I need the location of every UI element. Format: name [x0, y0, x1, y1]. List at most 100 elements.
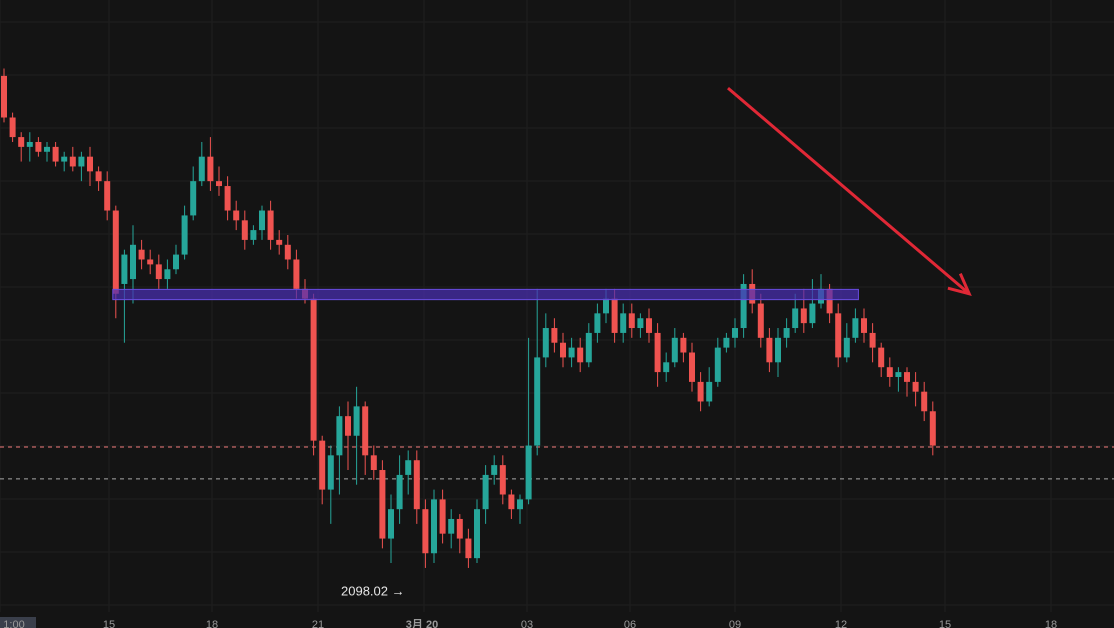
candle-47 — [405, 450, 412, 495]
candle-91 — [783, 318, 790, 348]
candle-72 — [620, 303, 627, 343]
candle-body-11 — [95, 171, 102, 182]
candle-body-44 — [379, 470, 386, 539]
candle-40 — [345, 401, 351, 471]
candle-19 — [164, 259, 171, 289]
candle-6 — [52, 141, 59, 167]
candle-8 — [69, 146, 76, 172]
candle-body-83 — [714, 347, 721, 382]
candle-body-90 — [775, 337, 781, 363]
candle-57 — [491, 455, 498, 485]
candle-body-37 — [319, 440, 326, 490]
candle-36 — [310, 293, 317, 456]
candle-body-18 — [155, 264, 162, 280]
candle-51 — [439, 489, 446, 544]
candle-body-16 — [138, 249, 145, 260]
candle-body-63 — [542, 328, 549, 358]
candle-body-0 — [1, 75, 7, 118]
trend-arrow-head — [947, 273, 972, 296]
candle-body-33 — [284, 244, 291, 260]
candle-24 — [207, 137, 214, 191]
candle-84 — [723, 332, 730, 353]
candle-body-74 — [637, 318, 644, 329]
x-tick-label-8: 12 — [835, 619, 847, 628]
candle-body-85 — [732, 328, 738, 338]
candle-body-48 — [413, 460, 420, 510]
candle-49 — [422, 499, 429, 568]
candle-56 — [482, 465, 489, 524]
candle-105 — [904, 367, 910, 397]
candle-9 — [78, 151, 85, 182]
candle-13 — [112, 205, 119, 319]
candle-body-82 — [706, 381, 713, 402]
candle-body-105 — [904, 372, 910, 382]
candle-body-101 — [869, 332, 876, 348]
candle-17 — [147, 249, 154, 275]
candle-body-78 — [671, 337, 678, 363]
x-tick-label-6: 06 — [624, 619, 636, 628]
candle-body-47 — [405, 460, 412, 475]
candle-63 — [542, 313, 549, 368]
trend-arrow[interactable] — [727, 86, 972, 296]
candle-11 — [95, 166, 102, 191]
candle-body-17 — [147, 259, 154, 265]
candle-body-13 — [112, 210, 119, 294]
candle-body-22 — [190, 181, 197, 216]
candle-body-72 — [620, 313, 627, 333]
candle-body-51 — [439, 499, 446, 534]
candle-body-77 — [663, 362, 670, 373]
candle-body-76 — [654, 332, 661, 373]
x-tick-label-7: 09 — [729, 619, 741, 628]
candle-body-9 — [78, 156, 85, 167]
candle-26 — [224, 176, 231, 221]
candle-74 — [637, 313, 644, 338]
candle-body-43 — [370, 455, 377, 471]
candle-body-40 — [345, 416, 351, 436]
x-axis-time-box — [0, 617, 36, 628]
candle-body-3 — [26, 141, 33, 147]
candle-body-66 — [568, 347, 575, 358]
candle-body-29 — [250, 230, 257, 240]
candle-body-98 — [843, 337, 850, 358]
candle-62 — [534, 288, 541, 456]
candle-body-5 — [44, 146, 50, 152]
candle-body-60 — [517, 499, 523, 510]
x-tick-label-1: 15 — [103, 619, 115, 628]
candle-92 — [792, 293, 799, 333]
resistance-zone[interactable] — [112, 288, 859, 301]
candle-body-107 — [921, 391, 928, 412]
candle-body-26 — [224, 186, 231, 211]
candle-body-23 — [198, 156, 205, 182]
x-tick-label-9: 15 — [939, 619, 951, 628]
candle-body-36 — [310, 298, 317, 441]
candle-body-38 — [327, 455, 334, 490]
candle-body-88 — [757, 303, 764, 338]
candle-100 — [861, 308, 867, 343]
candle-body-34 — [293, 259, 300, 289]
trend-arrow-shaft — [727, 86, 971, 295]
candle-body-57 — [491, 465, 498, 475]
candle-body-64 — [551, 328, 558, 343]
candle-body-31 — [267, 210, 274, 240]
candles — [1, 68, 936, 568]
candle-18 — [155, 254, 162, 289]
candle-86 — [740, 274, 747, 338]
candle-body-108 — [929, 411, 936, 446]
candle-37 — [319, 435, 326, 505]
candle-body-8 — [69, 156, 76, 167]
candle-body-59 — [508, 494, 515, 510]
candle-81 — [697, 372, 704, 412]
candle-77 — [663, 352, 670, 382]
candle-45 — [388, 494, 394, 564]
candle-body-46 — [396, 474, 403, 510]
candle-106 — [912, 372, 919, 407]
candle-body-62 — [534, 357, 541, 446]
x-tick-label-2: 18 — [206, 619, 218, 628]
candle-body-20 — [173, 254, 179, 270]
candle-2 — [18, 132, 25, 162]
candle-27 — [233, 200, 240, 231]
candle-5 — [44, 141, 50, 162]
candle-75 — [646, 308, 652, 343]
candle-54 — [465, 528, 472, 568]
